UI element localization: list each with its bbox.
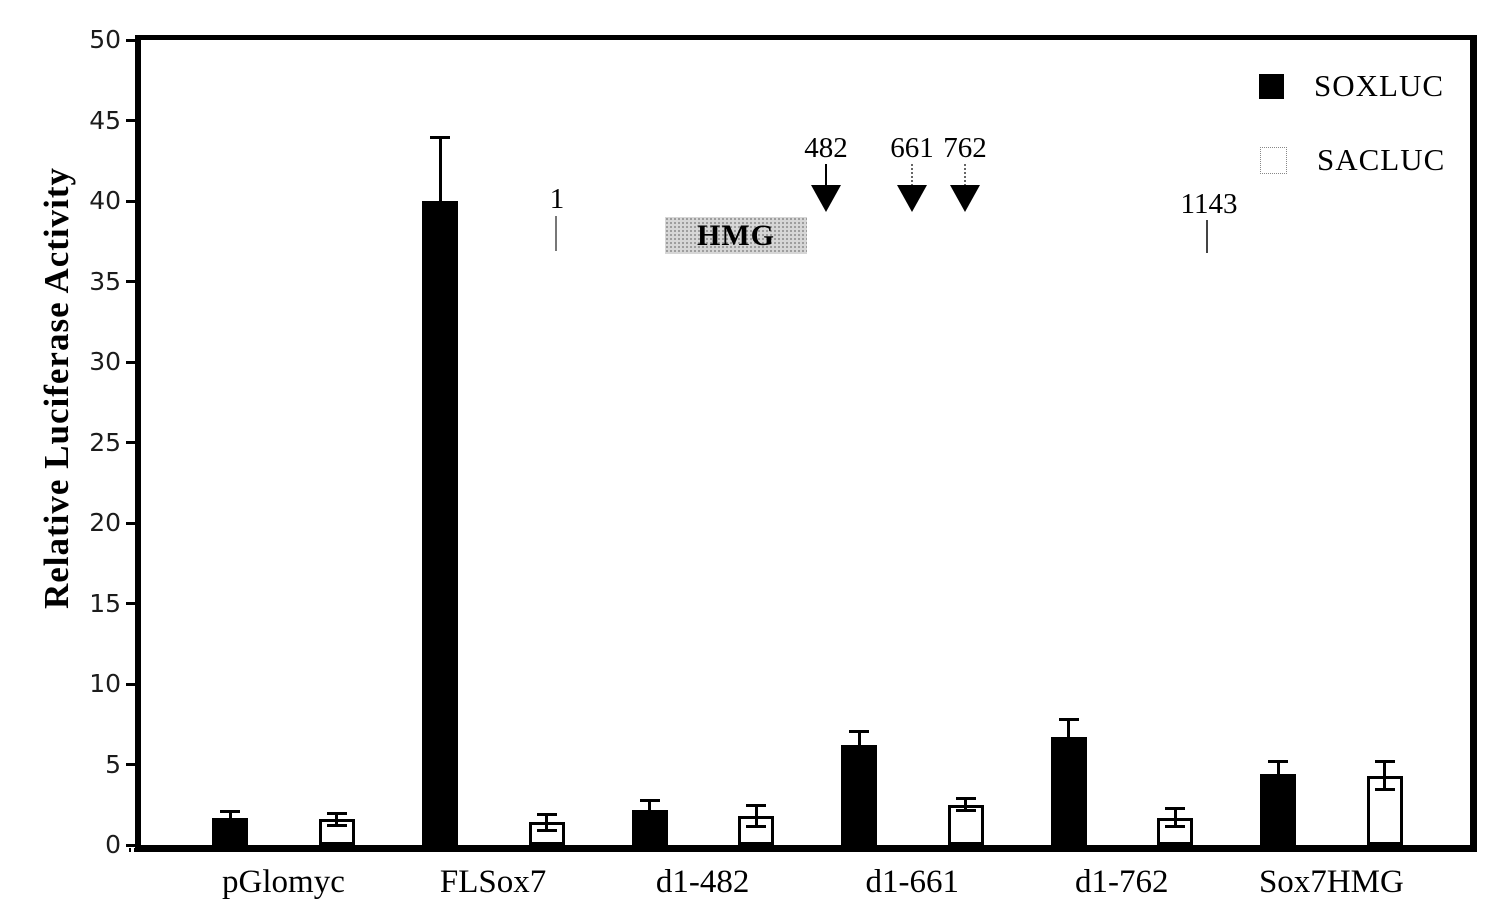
x-axis-stipple	[129, 848, 1477, 852]
error-bar-line	[754, 804, 758, 828]
error-bar-line	[1276, 761, 1280, 788]
y-tick-label: 0	[105, 830, 121, 859]
y-tick-mark	[126, 682, 137, 686]
deletion-point-label: 762	[943, 132, 987, 164]
error-bar-top-cap	[1268, 760, 1289, 764]
error-bar-top-cap	[955, 797, 976, 801]
x-category-label: d1-661	[865, 864, 959, 900]
bar-sacluc-Sox7HMG	[1366, 775, 1403, 845]
error-bar-top-cap	[430, 135, 451, 139]
error-bar-bottom-cap	[326, 823, 347, 827]
bar-soxluc-d1-661	[841, 745, 878, 845]
y-tick-mark	[126, 763, 137, 766]
error-bar-bottom-cap	[1268, 785, 1289, 789]
soxluc-swatch-icon	[1259, 73, 1284, 99]
y-tick-mark	[126, 602, 137, 605]
error-bar-line	[228, 811, 232, 825]
y-tick-label: 50	[89, 25, 121, 54]
y-tick-mark	[126, 38, 137, 42]
bar-sacluc-pGlomyc	[318, 819, 355, 845]
y-tick-mark	[126, 199, 137, 203]
error-bar-bottom-cap	[430, 263, 451, 267]
deletion-arrow-icon	[950, 185, 980, 212]
error-bar-bottom-cap	[220, 822, 241, 826]
hmg-domain-label: HMG	[697, 218, 775, 252]
x-category-label: Sox7HMG	[1258, 864, 1404, 900]
legend-item-soxluc: SOXLUC	[1259, 68, 1444, 104]
y-tick-mark	[126, 843, 137, 847]
y-tick-mark	[126, 360, 137, 364]
y-tick-mark	[126, 119, 137, 122]
y-tick-label: 45	[89, 105, 121, 135]
error-bar-top-cap	[746, 803, 767, 807]
schematic-start-label: 1	[549, 183, 565, 215]
error-bar-bottom-cap	[536, 828, 557, 832]
y-tick-label: 10	[89, 669, 121, 698]
error-bar-bottom-cap	[955, 809, 976, 813]
x-category-label: pGlomyc	[222, 864, 345, 900]
error-bar-line	[335, 812, 339, 826]
error-bar-line	[1173, 807, 1177, 828]
error-bar-line	[1383, 761, 1387, 791]
deletion-arrow-icon	[811, 185, 841, 212]
error-bar-bottom-cap	[1374, 788, 1395, 792]
deletion-point-label: 482	[804, 132, 848, 164]
y-tick-label: 25	[89, 427, 121, 457]
sacluc-swatch-icon	[1260, 146, 1287, 174]
y-tick-mark	[126, 521, 137, 525]
y-tick-label: 35	[89, 266, 121, 296]
error-bar-bottom-cap	[746, 825, 767, 829]
hmg-domain-box: HMG	[665, 217, 807, 254]
error-bar-bottom-cap	[1058, 752, 1079, 756]
y-tick-label: 30	[89, 347, 121, 376]
deletion-point-label: 661	[890, 132, 934, 164]
bar-soxluc-FLSox7	[422, 201, 459, 845]
legend-label-sacluc: SACLUC	[1317, 142, 1446, 177]
schematic-start-tick	[555, 216, 557, 251]
error-bar-top-cap	[536, 813, 557, 817]
error-bar-top-cap	[326, 811, 347, 815]
y-tick-mark	[126, 280, 137, 283]
error-bar-top-cap	[220, 810, 241, 814]
error-bar-line	[857, 730, 861, 760]
error-bar-line	[545, 814, 549, 831]
schematic-end-tick	[1206, 220, 1208, 253]
error-bar-top-cap	[639, 798, 660, 802]
legend-item-sacluc: SACLUC	[1260, 142, 1445, 178]
deletion-arrow-stem	[964, 164, 966, 186]
y-tick-label: 40	[89, 186, 121, 215]
x-category-label: FLSox7	[439, 864, 547, 900]
x-category-label: d1-482	[655, 864, 750, 900]
error-bar-bottom-cap	[639, 817, 660, 821]
deletion-arrow-icon	[897, 185, 927, 212]
error-bar-top-cap	[1374, 760, 1395, 764]
deletion-arrow-stem	[911, 164, 913, 186]
deletion-arrow-stem	[825, 164, 827, 186]
error-bar-top-cap	[1165, 806, 1186, 810]
error-bar-line	[1067, 719, 1071, 755]
y-axis-title: Relative Luciferase Activity	[37, 166, 76, 610]
y-tick-label: 5	[105, 749, 121, 779]
error-bar-line	[964, 798, 968, 812]
error-bar-top-cap	[1058, 718, 1079, 722]
error-bar-bottom-cap	[849, 757, 870, 761]
error-bar-line	[648, 799, 652, 820]
legend-label-soxluc: SOXLUC	[1314, 68, 1445, 103]
error-bar-line	[438, 136, 442, 266]
y-tick-label: 15	[89, 588, 121, 618]
plot-area: SOXLUC SACLUC 1 HMG 482 661 762 1143	[135, 35, 1477, 852]
error-bar-top-cap	[849, 729, 870, 733]
y-tick-label: 20	[89, 508, 121, 537]
schematic-end-label: 1143	[1180, 188, 1238, 220]
x-category-label: d1-762	[1075, 864, 1169, 900]
y-tick-mark	[126, 441, 137, 444]
error-bar-bottom-cap	[1165, 825, 1186, 829]
